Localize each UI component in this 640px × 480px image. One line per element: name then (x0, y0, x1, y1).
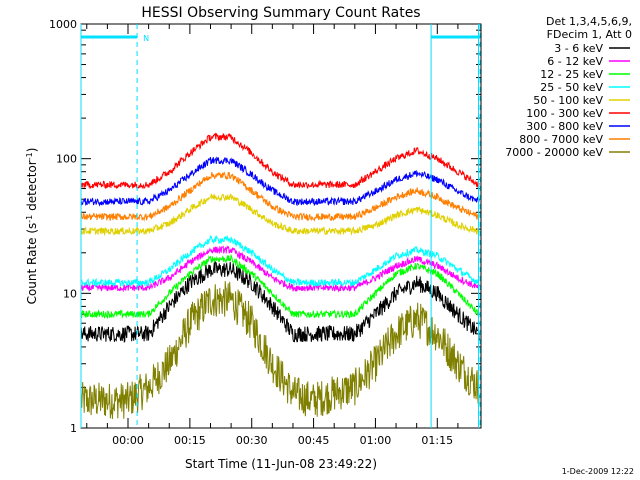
legend-label: 7000 - 20000 keV (505, 146, 603, 159)
y-axis-label-end: ) (25, 148, 39, 153)
legend-label: 50 - 100 keV (533, 94, 603, 107)
y-tick-label: 10 (63, 287, 77, 300)
y-axis-label-main: Count Rate (s (25, 223, 39, 305)
x-tick-label: 00:15 (174, 434, 206, 447)
series-line (80, 260, 480, 343)
y-axis-label-sup2: -1 (25, 152, 34, 160)
series-line (80, 234, 480, 288)
legend-label: 25 - 50 keV (540, 81, 603, 94)
y-axis-label-sup1: -1 (25, 215, 34, 223)
legend: Det 1,3,4,5,6,9,FDecim 1, Att 03 - 6 keV… (505, 15, 632, 159)
legend-label: 6 - 12 keV (547, 55, 603, 68)
chart-title: HESSI Observing Summary Count Rates (141, 5, 420, 21)
y-tick-label: 1 (70, 422, 77, 435)
legend-header: Det 1,3,4,5,6,9, (546, 15, 632, 28)
legend-label: 12 - 25 keV (540, 68, 603, 81)
y-tick-label: 100 (56, 153, 77, 166)
y-axis-label: Count Rate (s-1 detector-1) (25, 148, 40, 305)
legend-label: 800 - 7000 keV (519, 133, 603, 146)
series-line (80, 253, 480, 320)
series-line (80, 171, 480, 222)
series-line (80, 132, 480, 190)
y-tick-label: 1000 (49, 18, 77, 31)
night-marker-label: N (143, 34, 149, 43)
x-tick-label: 00:00 (112, 434, 144, 447)
y-axis-label-mid: detector (25, 160, 39, 215)
x-tick-label: 01:15 (421, 434, 453, 447)
series-line (80, 156, 480, 207)
legend-label: 100 - 300 keV (526, 107, 603, 120)
series-line (80, 193, 480, 237)
legend-header: FDecim 1, Att 0 (547, 28, 632, 41)
legend-label: 300 - 800 keV (526, 120, 603, 133)
plot-area: 1 10 100 1000 00:00 00:15 00:30 00:45 01:00 01:15… (49, 18, 482, 447)
series-line (80, 245, 480, 293)
x-tick-label: 00:45 (298, 434, 330, 447)
timestamp: 1-Dec-2009 12:22 (562, 467, 634, 476)
x-tick-label: 00:30 (236, 434, 268, 447)
x-tick-label: 01:00 (360, 434, 392, 447)
x-axis-label: Start Time (11-Jun-08 23:49:22) (185, 457, 377, 471)
legend-label: 3 - 6 keV (554, 42, 603, 55)
series-line (80, 281, 480, 420)
